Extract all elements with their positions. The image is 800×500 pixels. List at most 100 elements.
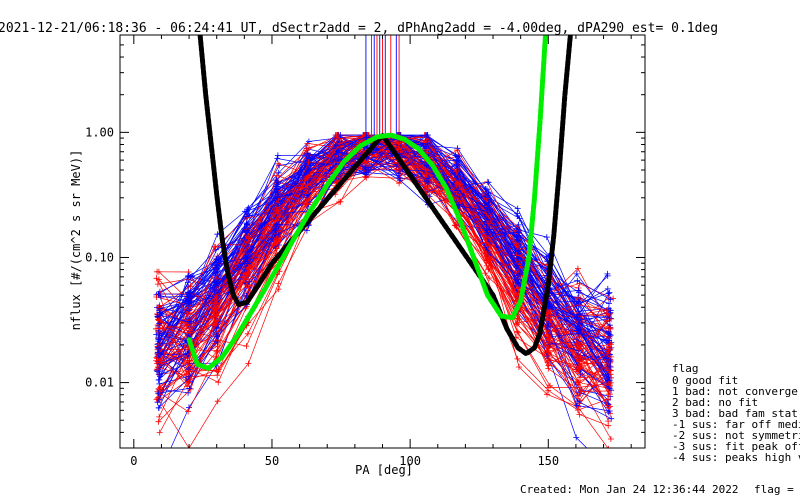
data-point-marker	[606, 351, 613, 358]
data-point-marker	[577, 353, 584, 360]
data-point-marker	[456, 194, 463, 201]
data-trace-blue	[157, 135, 610, 377]
data-point-marker	[485, 179, 492, 186]
data-point-marker	[575, 287, 582, 294]
data-point-marker	[154, 281, 161, 288]
data-point-marker	[606, 315, 613, 321]
y-tick-label: 0.10	[85, 250, 114, 264]
data-point-marker	[185, 389, 192, 396]
data-point-marker	[215, 379, 222, 386]
data-point-marker	[332, 142, 339, 149]
data-point-marker	[514, 255, 521, 262]
data-trace-blue	[158, 134, 610, 389]
data-point-marker	[576, 411, 583, 418]
data-point-marker	[574, 294, 581, 301]
data-point-marker	[215, 280, 222, 287]
data-point-marker	[185, 298, 192, 305]
data-trace-red	[160, 134, 608, 370]
data-point-marker	[514, 237, 521, 244]
flag-legend: flag 0 good fit 1 bad: not converge 2 ba…	[672, 362, 800, 464]
data-point-marker	[156, 387, 163, 394]
data-point-marker	[213, 367, 220, 373]
data-point-marker	[453, 168, 460, 175]
data-point-marker	[274, 193, 280, 200]
data-point-marker	[482, 186, 489, 192]
data-point-marker	[186, 318, 193, 325]
data-point-marker	[187, 283, 194, 290]
data-point-marker	[514, 321, 520, 328]
data-point-marker	[243, 208, 250, 215]
data-point-marker	[396, 180, 403, 187]
y-tick-label: 0.01	[85, 376, 114, 390]
data-point-marker	[243, 343, 250, 350]
x-axis-label: PA [deg]	[355, 463, 413, 477]
y-tick-label: 1.00	[85, 125, 114, 139]
data-point-marker	[424, 178, 430, 185]
data-trace-red	[157, 134, 611, 375]
data-point-marker	[187, 306, 194, 313]
data-point-marker	[155, 377, 162, 383]
data-point-marker	[335, 149, 342, 156]
data-trace-blue	[159, 134, 609, 367]
data-point-marker	[573, 270, 580, 277]
data-point-marker	[155, 336, 162, 343]
data-point-marker	[482, 270, 489, 277]
data-point-marker	[576, 320, 583, 327]
data-point-marker	[393, 166, 400, 173]
data-point-marker	[362, 159, 369, 165]
legend-item: 1 bad: not converge	[672, 385, 798, 398]
data-point-marker	[607, 341, 614, 348]
data-point-marker	[275, 286, 282, 293]
data-point-marker	[245, 360, 252, 367]
data-point-marker	[483, 250, 490, 257]
data-point-marker	[423, 138, 430, 145]
data-point-marker	[545, 320, 552, 327]
data-point-marker	[156, 336, 163, 343]
x-tick-label: 0	[130, 454, 137, 468]
data-point-marker	[544, 391, 550, 398]
fit-curve-green	[186, 35, 548, 371]
data-point-marker	[573, 402, 580, 409]
data-point-marker	[186, 299, 193, 306]
data-point-marker	[244, 330, 251, 337]
data-point-marker	[244, 260, 251, 267]
data-point-marker	[213, 293, 220, 300]
data-trace-red	[157, 134, 610, 379]
data-point-marker	[605, 337, 612, 344]
data-point-marker	[486, 242, 493, 249]
data-point-marker	[183, 325, 190, 332]
data-point-marker	[424, 140, 431, 147]
data-point-marker	[485, 220, 492, 227]
data-point-marker	[275, 210, 282, 217]
data-point-marker	[455, 179, 462, 186]
data-point-marker	[244, 272, 251, 278]
data-point-marker	[272, 231, 279, 238]
data-point-marker	[184, 279, 191, 286]
data-point-marker	[211, 243, 218, 250]
data-point-marker	[212, 320, 219, 327]
data-point-marker	[547, 382, 553, 389]
chart-title: 2021-12-21/06:18:36 - 06:24:41 UT, dSect…	[0, 21, 718, 36]
data-point-marker	[424, 149, 431, 156]
data-point-marker	[275, 160, 281, 167]
data-point-marker	[575, 403, 581, 410]
data-point-marker	[514, 328, 521, 335]
x-tick-label: 150	[537, 454, 559, 468]
data-point-marker	[185, 311, 192, 318]
data-point-marker	[186, 373, 193, 379]
legend-item: -4 sus: peaks high value	[672, 451, 800, 464]
data-point-marker	[608, 445, 609, 448]
data-point-marker	[274, 181, 280, 188]
fit-curves	[186, 35, 573, 371]
data-point-marker	[574, 314, 581, 321]
data-traces	[153, 35, 617, 448]
data-point-marker	[213, 306, 220, 313]
data-point-marker	[541, 350, 548, 356]
data-point-marker	[273, 240, 280, 247]
data-point-marker	[425, 175, 432, 182]
data-point-marker	[605, 396, 612, 403]
data-point-marker	[604, 270, 611, 277]
data-point-marker	[484, 202, 491, 209]
data-point-marker	[363, 174, 370, 181]
data-point-marker	[574, 398, 581, 405]
